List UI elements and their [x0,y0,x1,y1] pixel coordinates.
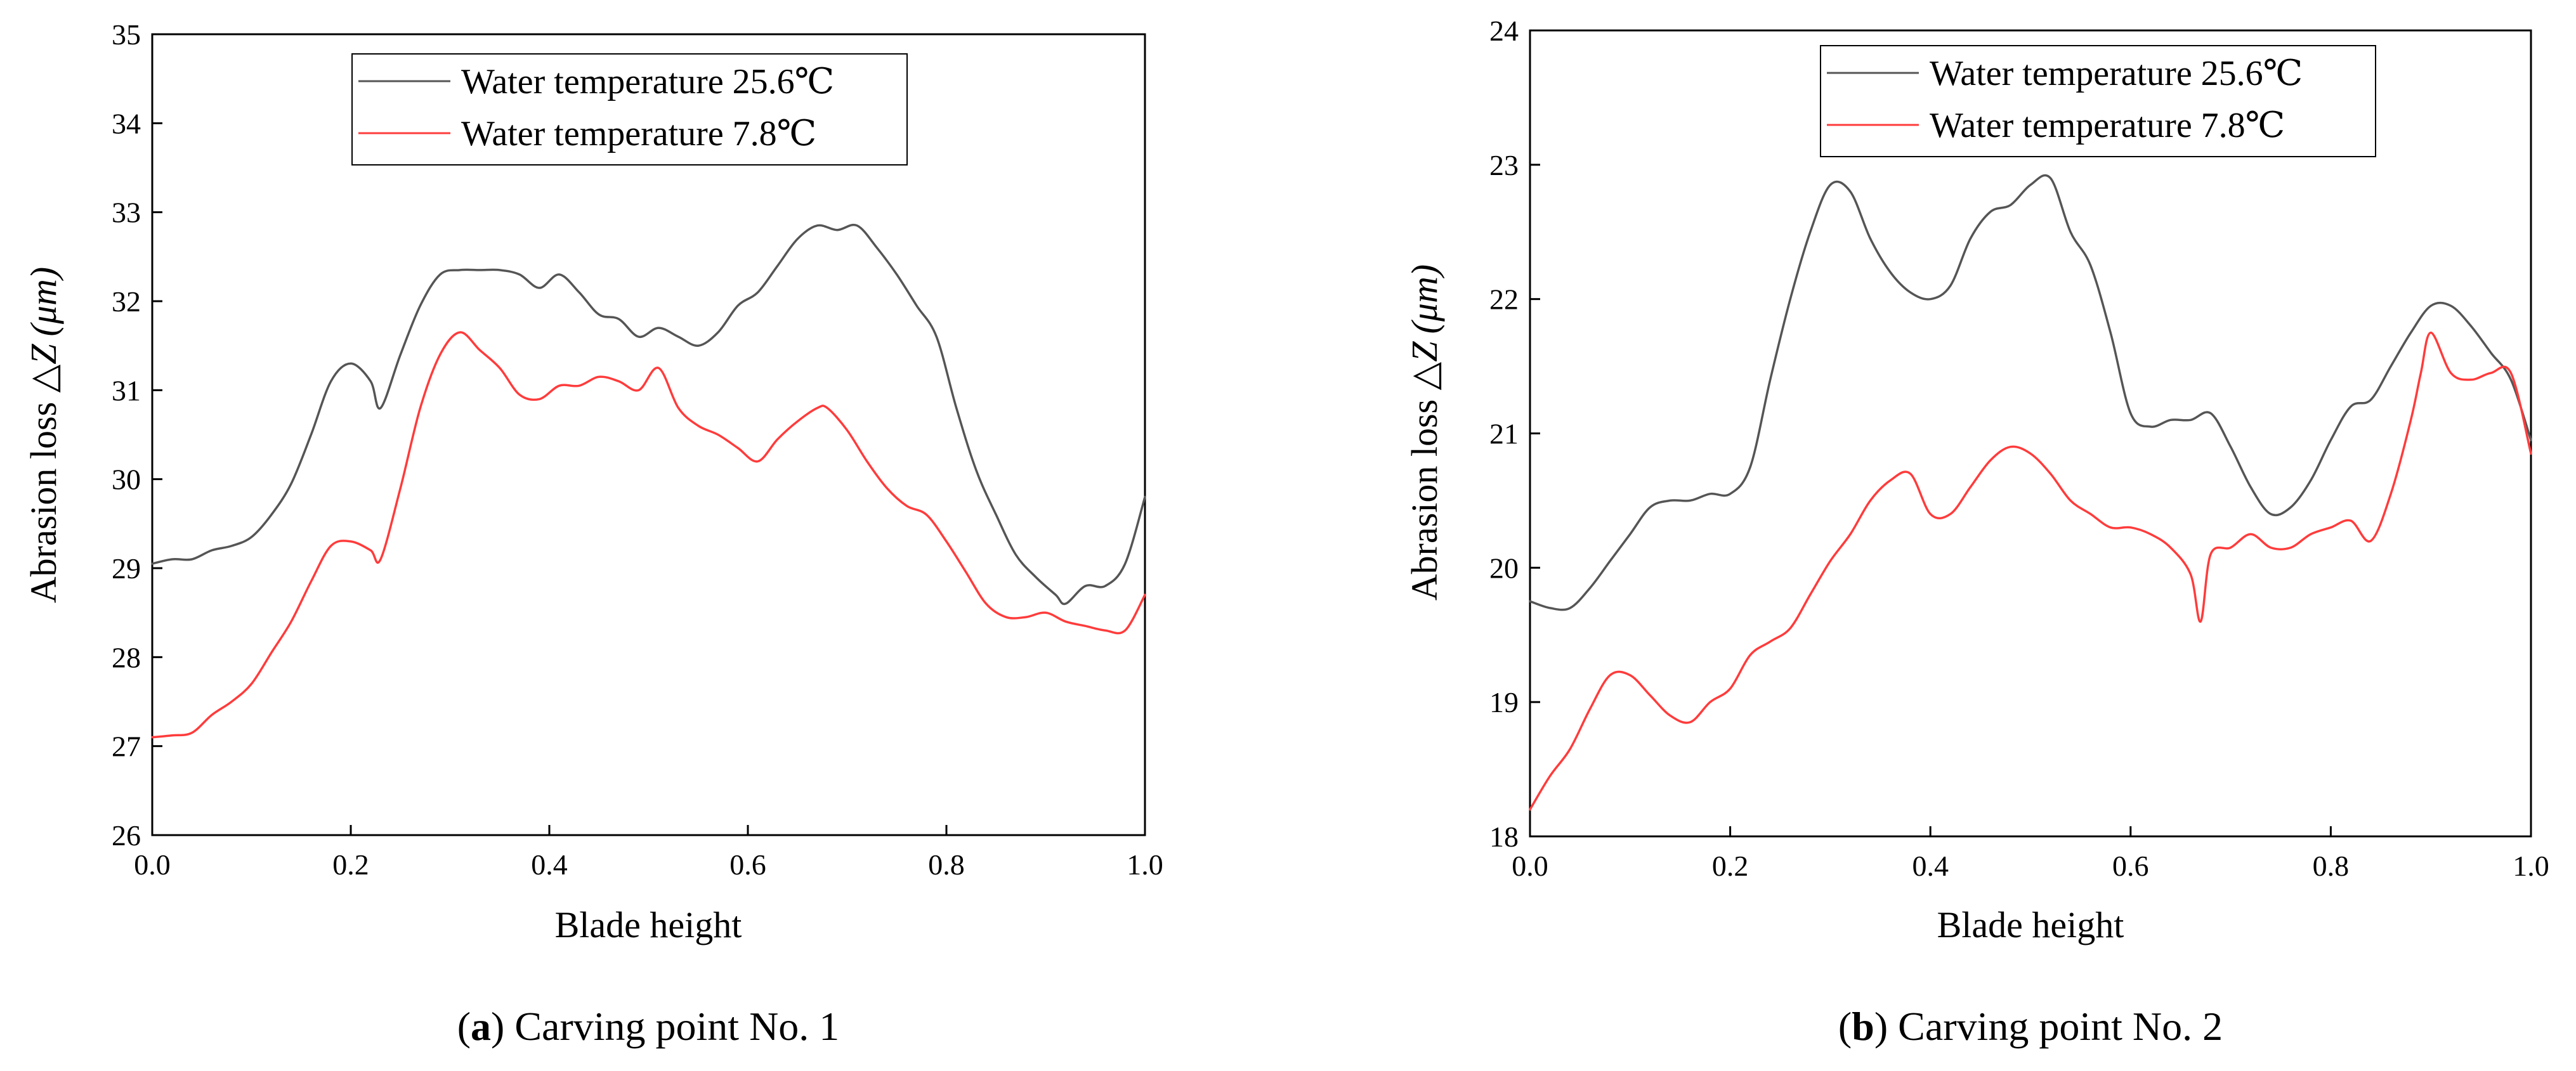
panel-a-y-tick-label: 27 [112,730,141,763]
panel-a-y-tick-label: 26 [112,819,141,852]
panel-a-y-axis-label-symbol: △Z [23,344,64,393]
panel-b-x-tick-label: 0.4 [1912,850,1949,882]
panel-a-caption: (a) Carving point No. 1 [457,1004,840,1049]
panel-b-x-tick-label: 0.2 [1712,850,1749,882]
panel-a-x-tick-label: 1.0 [1127,848,1163,881]
panel-a-x-axis-ticks: 0.0 0.2 0.4 0.6 0.8 1.0 [134,825,1163,881]
panel-b-y-tick-label: 22 [1489,283,1519,316]
panel-a-series-line-water-temp-7-8 [151,331,1146,739]
panel-a-caption-letter: a [471,1004,491,1049]
panel-a-x-tick-label: 0.6 [729,848,766,881]
panel-b-y-axis-label-unit: (μm) [1404,264,1445,334]
panel-a-legend-label-1: Water temperature 25.6℃ [461,62,834,101]
panel-a-y-axis-ticks: 26 27 28 29 30 31 32 33 34 35 [112,18,162,852]
panel-a-legend-label-2: Water temperature 7.8℃ [461,114,816,153]
panel-b-y-axis-label-symbol: △Z [1404,341,1445,391]
panel-a-plot-frame [151,33,1146,836]
panel-b-y-tick-label: 19 [1489,686,1519,718]
panel-b-caption-text: Carving point No. 2 [1888,1004,2223,1049]
panel-b-y-tick-label: 23 [1489,149,1519,181]
panel-b-y-tick-label: 21 [1489,418,1519,450]
panel-a-y-tick-label: 30 [112,464,141,496]
panel-a-caption-text: Carving point No. 1 [504,1004,839,1049]
panel-b-y-tick-label: 18 [1489,821,1519,853]
panel-b-y-axis-label-prefix: Abrasion loss [1404,390,1445,600]
panel-b-legend: Water temperature 25.6℃ Water temperatur… [1820,45,2376,157]
panel-b-caption: (b) Carving point No. 2 [1838,1004,2223,1049]
panel-a-series-lines [151,223,1146,739]
panel-b-series-line-water-temp-7-8 [1529,331,2532,811]
panel-b-x-tick-label: 1.0 [2513,850,2549,882]
panel-a-series-line-water-temp-25-6 [151,223,1146,606]
panel-b-y-axis-ticks: 18 19 20 21 22 23 24 [1489,15,1540,853]
panel-b-legend-box [1820,45,2376,157]
panel-a-y-axis-label: Abrasion loss △Z (μm) [23,267,64,603]
panel-b-caption-letter: b [1852,1004,1874,1049]
panel-b-x-tick-label: 0.8 [2313,850,2350,882]
panel-b-series-line-water-temp-25-6 [1529,174,2532,611]
panel-a-y-tick-label: 29 [112,552,141,585]
panel-b-x-axis-label: Blade height [1937,904,2124,945]
panel-b-y-tick-label: 24 [1489,15,1519,47]
panel-a-y-axis-label-unit: (μm) [23,267,64,337]
panel-b-series-lines [1529,174,2532,811]
panel-a-legend-box [351,53,908,166]
panel-b-y-axis-label: Abrasion loss △Z (μm) [1404,264,1445,600]
panel-a-y-tick-label: 32 [112,285,141,318]
panel-a-y-tick-label: 33 [112,197,141,229]
panel-b-x-tick-label: 0.6 [2112,850,2149,882]
panel-b: 18 19 20 21 22 23 24 0.0 0.2 0.4 0.6 0.8 1.0 Water … [1404,15,2549,1049]
panel-a-x-axis-label: Blade height [555,904,742,945]
panel-b-legend-label-1: Water temperature 25.6℃ [1930,54,2303,93]
panel-a-y-tick-label: 35 [112,18,141,51]
panel-b-y-tick-label: 20 [1489,552,1519,584]
panel-a-y-tick-label: 31 [112,374,141,406]
panel-a-x-tick-label: 0.0 [134,848,171,881]
panel-a-x-tick-label: 0.4 [531,848,568,881]
panel-a-y-tick-label: 28 [112,641,141,673]
panel-a-legend: Water temperature 25.6℃ Water temperatur… [351,53,908,166]
panel-a-x-tick-label: 0.2 [332,848,369,881]
panel-a-y-tick-label: 34 [112,107,141,140]
panel-b-x-axis-ticks: 0.0 0.2 0.4 0.6 0.8 1.0 [1512,826,2549,882]
panel-b-legend-label-2: Water temperature 7.8℃ [1930,106,2285,145]
panel-b-x-tick-label: 0.0 [1512,850,1548,882]
panel-a-y-axis-label-prefix: Abrasion loss [23,393,64,603]
panel-a-x-tick-label: 0.8 [928,848,965,881]
